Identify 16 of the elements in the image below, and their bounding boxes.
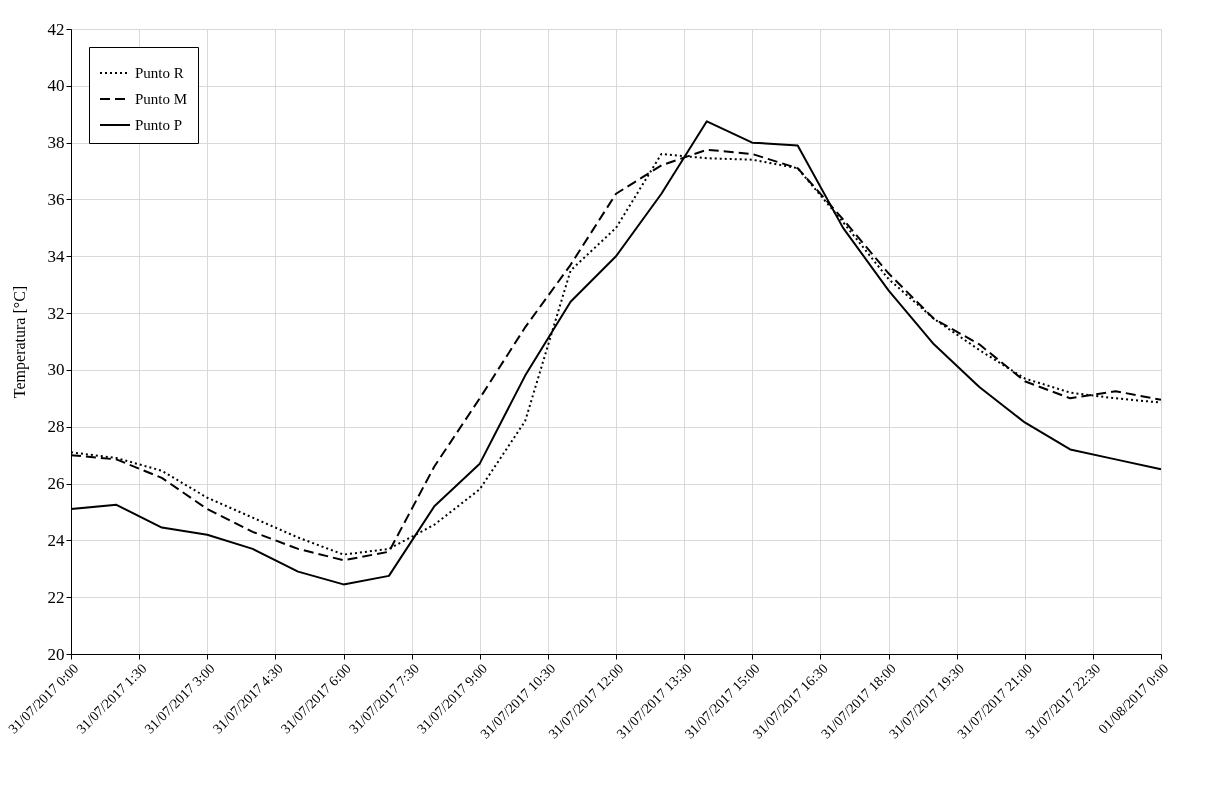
y-tick-label: 36 bbox=[47, 189, 65, 209]
legend-label: Punto R bbox=[135, 65, 184, 81]
y-tick-label: 22 bbox=[47, 587, 65, 607]
legend-label: Punto M bbox=[135, 91, 188, 107]
y-tick-label: 20 bbox=[47, 644, 65, 664]
y-tick-label: 30 bbox=[47, 360, 65, 380]
y-axis-title: Temperatura [°C] bbox=[10, 285, 29, 399]
y-tick-label: 26 bbox=[47, 474, 65, 494]
y-tick-label: 34 bbox=[47, 246, 65, 266]
y-tick-label: 40 bbox=[47, 76, 65, 96]
legend-label: Punto P bbox=[135, 117, 183, 133]
y-tick-label: 24 bbox=[47, 530, 65, 550]
y-tick-label: 38 bbox=[47, 133, 65, 153]
y-tick-label: 42 bbox=[47, 19, 65, 39]
y-tick-label: 32 bbox=[47, 303, 65, 323]
y-tick-label: 28 bbox=[47, 417, 65, 437]
